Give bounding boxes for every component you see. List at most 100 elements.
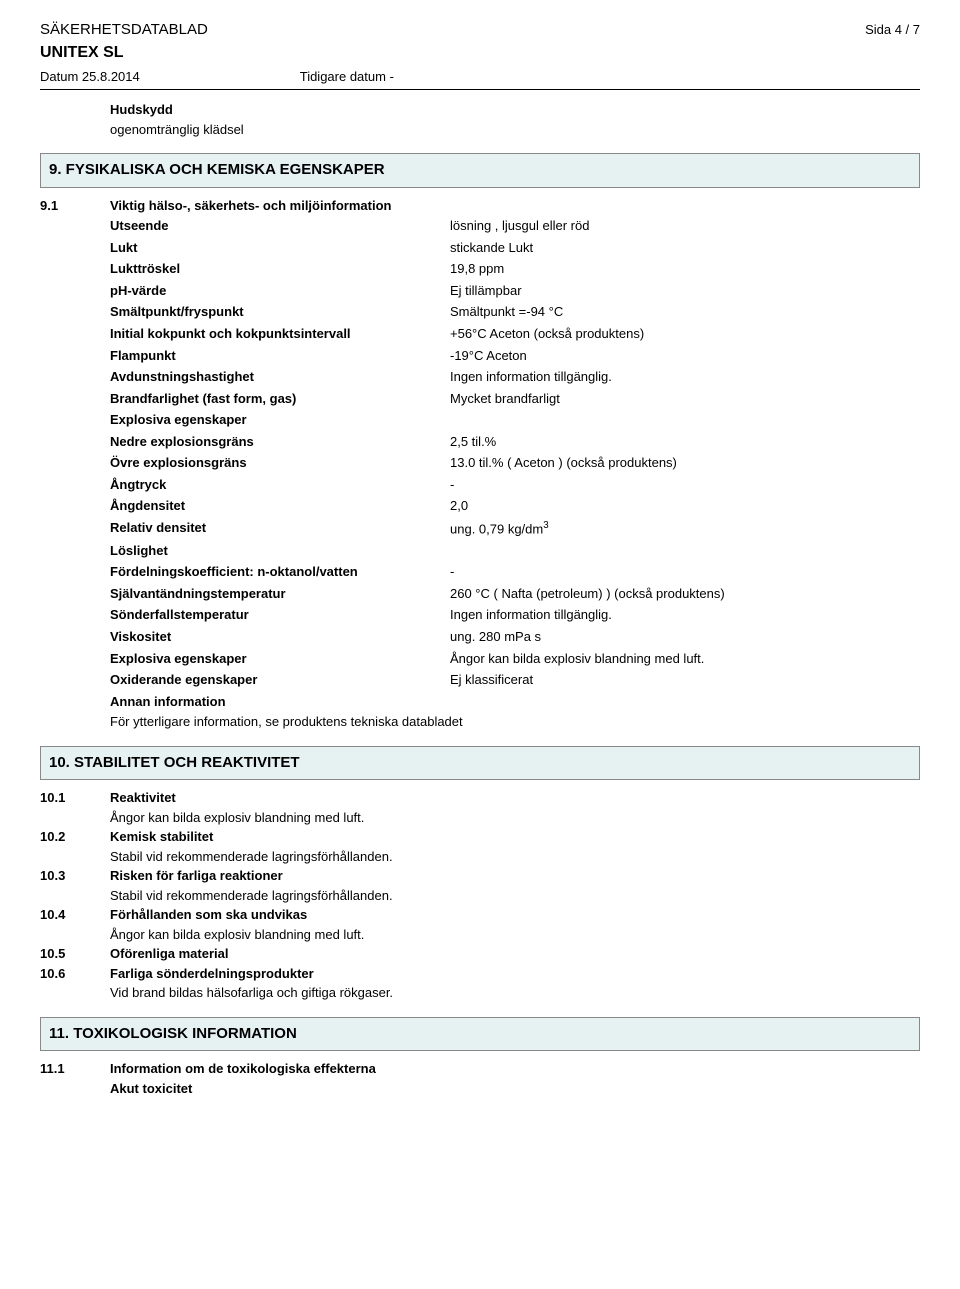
section-10-item-num: 10.3 [40, 867, 110, 885]
property-row: SönderfallstemperaturIngen information t… [110, 604, 920, 626]
property-value: lösning , ljusgul eller röd [450, 217, 920, 235]
section-10-item-heading: Förhållanden som ska undvikas [110, 906, 920, 924]
property-value: stickande Lukt [450, 239, 920, 257]
rel-dens-sup: 3 [543, 520, 548, 531]
property-value: 2,0 [450, 497, 920, 515]
section-10-item-row: 10.5Oförenliga material [40, 944, 920, 964]
property-label: Flampunkt [110, 347, 450, 365]
property-row: Luktstickande Lukt [110, 237, 920, 259]
section-10-item-text: Stabil vid rekommenderade lagringsförhål… [110, 847, 920, 867]
property-row: Initial kokpunkt och kokpunktsintervall+… [110, 323, 920, 345]
akut-toxicitet: Akut toxicitet [110, 1079, 920, 1099]
property-row: Utseendelösning , ljusgul eller röd [110, 215, 920, 237]
property-label: Ångdensitet [110, 497, 450, 515]
section-10-header: 10. STABILITET OCH REAKTIVITET [40, 746, 920, 780]
property-label: Lukttröskel [110, 260, 450, 278]
section-10-item-heading: Kemisk stabilitet [110, 828, 920, 846]
hudskydd-text: ogenomtränglig klädsel [110, 120, 920, 140]
property-row: Oxiderande egenskaperEj klassificerat [110, 669, 920, 691]
property-value: +56°C Aceton (också produktens) [450, 325, 920, 343]
property-label: Smältpunkt/fryspunkt [110, 303, 450, 321]
relativ-densitet-label: Relativ densitet [110, 519, 450, 538]
loslighet-label: Löslighet [110, 542, 450, 560]
property-value: -19°C Aceton [450, 347, 920, 365]
section-10-item-heading: Oförenliga material [110, 945, 920, 963]
property-label: Lukt [110, 239, 450, 257]
explosiva-label: Explosiva egenskaper [110, 411, 450, 429]
property-label: Explosiva egenskaper [110, 650, 450, 668]
page-header: SÄKERHETSDATABLAD Sida 4 / 7 [40, 20, 920, 40]
property-label: Avdunstningshastighet [110, 368, 450, 386]
section-9-1-row: 9.1 Viktig hälso-, säkerhets- och miljöi… [40, 196, 920, 216]
property-value: - [450, 476, 920, 494]
section-10-item-num: 10.5 [40, 945, 110, 963]
annan-information-heading: Annan information [110, 691, 920, 713]
page-number: Sida 4 / 7 [865, 21, 920, 39]
section-10-item-num: 10.2 [40, 828, 110, 846]
section-10-item-row: 10.1Reaktivitet [40, 788, 920, 808]
product-name: UNITEX SL [40, 42, 920, 64]
property-value: 13.0 til.% ( Aceton ) (också produktens) [450, 454, 920, 472]
property-row: Ångdensitet2,0 [110, 495, 920, 517]
section-10-item-heading: Risken för farliga reaktioner [110, 867, 920, 885]
property-row: Lukttröskel19,8 ppm [110, 258, 920, 280]
property-value: Smältpunkt =-94 °C [450, 303, 920, 321]
loslighet-heading: Löslighet [110, 540, 920, 562]
property-row: Flampunkt-19°C Aceton [110, 345, 920, 367]
property-value: Ingen information tillgänglig. [450, 368, 920, 386]
section-10-item-row: 10.2Kemisk stabilitet [40, 827, 920, 847]
property-label: Utseende [110, 217, 450, 235]
property-label: Fördelningskoefficient: n-oktanol/vatten [110, 563, 450, 581]
property-value: 260 °C ( Nafta (petroleum) ) (också prod… [450, 585, 920, 603]
prev-date-label: Tidigare datum - [300, 68, 394, 86]
section-9-header: 9. FYSIKALISKA OCH KEMISKA EGENSKAPER [40, 153, 920, 187]
property-label: Oxiderande egenskaper [110, 671, 450, 689]
property-value: 19,8 ppm [450, 260, 920, 278]
header-rule [40, 89, 920, 90]
property-value: Ångor kan bilda explosiv blandning med l… [450, 650, 920, 668]
section-11-1-num: 11.1 [40, 1060, 110, 1078]
section-11-header: 11. TOXIKOLOGISK INFORMATION [40, 1017, 920, 1051]
property-row: Explosiva egenskaperÅngor kan bilda expl… [110, 648, 920, 670]
property-label: Sönderfallstemperatur [110, 606, 450, 624]
section-10-body: 10.1ReaktivitetÅngor kan bilda explosiv … [40, 788, 920, 1003]
property-label: Självantändningstemperatur [110, 585, 450, 603]
property-value: Ej klassificerat [450, 671, 920, 689]
properties-block-2: Nedre explosionsgräns2,5 til.%Övre explo… [40, 431, 920, 517]
section-10-item-text: Ångor kan bilda explosiv blandning med l… [110, 808, 920, 828]
property-label: Initial kokpunkt och kokpunktsintervall [110, 325, 450, 343]
section-10-item-num: 10.1 [40, 789, 110, 807]
section-11-1-row: 11.1 Information om de toxikologiska eff… [40, 1059, 920, 1079]
property-label: pH-värde [110, 282, 450, 300]
rel-dens-text: ung. 0,79 kg/dm [450, 521, 543, 536]
property-value: - [450, 563, 920, 581]
section-10-item-row: 10.4Förhållanden som ska undvikas [40, 905, 920, 925]
section-10-item-num: 10.6 [40, 965, 110, 983]
hudskydd-heading: Hudskydd [110, 100, 920, 120]
date-row: Datum 25.8.2014 Tidigare datum - [40, 68, 920, 86]
property-label: Viskositet [110, 628, 450, 646]
annan-information-text: För ytterligare information, se produkte… [110, 712, 920, 732]
section-10-item-num: 10.4 [40, 906, 110, 924]
property-row: Smältpunkt/fryspunktSmältpunkt =-94 °C [110, 301, 920, 323]
section-10-item-text: Vid brand bildas hälsofarliga och giftig… [110, 983, 920, 1003]
explosiva-egenskaper-heading: Explosiva egenskaper [110, 409, 920, 431]
section-10-item-row: 10.3Risken för farliga reaktioner [40, 866, 920, 886]
date-label: Datum 25.8.2014 [40, 68, 140, 86]
relativ-densitet-row: Relativ densitet ung. 0,79 kg/dm3 [110, 517, 920, 540]
annan-empty [450, 693, 920, 711]
section-11-1-title: Information om de toxikologiska effekter… [110, 1060, 920, 1078]
explosiva-empty [450, 411, 920, 429]
property-value: Ej tillämpbar [450, 282, 920, 300]
property-value: Mycket brandfarligt [450, 390, 920, 408]
section-10-item-text: Ångor kan bilda explosiv blandning med l… [110, 925, 920, 945]
property-label: Ångtryck [110, 476, 450, 494]
section-10-item-row: 10.6Farliga sönderdelningsprodukter [40, 964, 920, 984]
property-label: Brandfarlighet (fast form, gas) [110, 390, 450, 408]
property-label: Övre explosionsgräns [110, 454, 450, 472]
property-row: Fördelningskoefficient: n-oktanol/vatten… [110, 561, 920, 583]
property-row: AvdunstningshastighetIngen information t… [110, 366, 920, 388]
relativ-densitet-value: ung. 0,79 kg/dm3 [450, 519, 920, 538]
properties-block-1: Utseendelösning , ljusgul eller rödLukts… [40, 215, 920, 409]
property-label: Nedre explosionsgräns [110, 433, 450, 451]
